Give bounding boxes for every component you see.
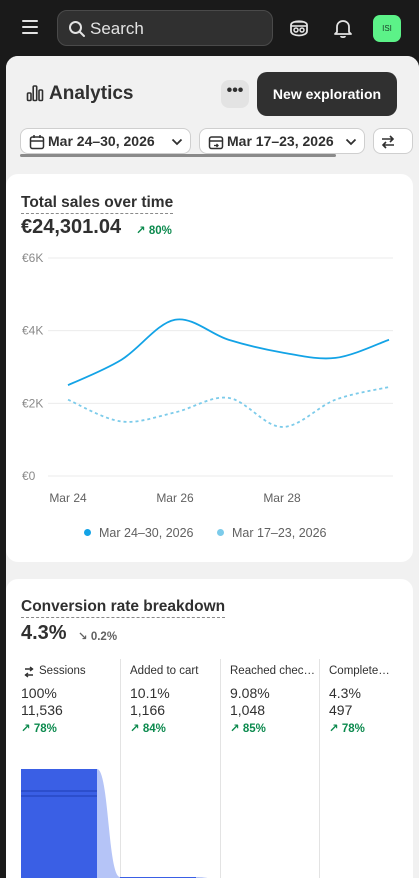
funnel-step-delta: ↗ 78% xyxy=(21,721,57,735)
arrow-down-icon: ↘ xyxy=(78,631,88,643)
funnel-step[interactable]: Complete… 4.3% 497 ↗ 78% xyxy=(319,659,419,878)
series-line xyxy=(67,386,390,428)
compare-range-picker[interactable]: Mar 17–23, 2026 xyxy=(199,128,365,154)
conversion-delta-value: 0.2% xyxy=(90,631,118,643)
y-tick-label: €6K xyxy=(22,251,43,265)
funnel-step-count: 11,536 xyxy=(21,702,63,718)
x-tick-label: Mar 24 xyxy=(49,491,87,505)
page-header: Analytics ••• New exploration Mar 24–30,… xyxy=(6,56,419,168)
menu-icon[interactable] xyxy=(20,17,42,37)
y-tick-label: €2K xyxy=(22,396,43,410)
chevron-down-icon xyxy=(171,138,183,146)
total-sales-card: Total sales over time €24,301.04 ↗ 80% €… xyxy=(6,174,413,562)
card-title[interactable]: Conversion rate breakdown xyxy=(21,598,226,618)
series-line xyxy=(67,318,390,386)
funnel-step[interactable]: Reached chec… 9.08% 1,048 ↗ 85% xyxy=(220,659,320,878)
funnel-step-percent: 10.1% xyxy=(130,685,170,701)
funnel-step-delta-value: 85% xyxy=(242,723,266,735)
funnel-step[interactable]: Sessions 100% 11,536 ↗ 78% xyxy=(21,659,121,878)
date-range-picker[interactable]: Mar 24–30, 2026 xyxy=(20,128,191,154)
calendar-icon xyxy=(29,135,45,150)
bell-icon[interactable] xyxy=(331,16,355,40)
sales-delta-value: 80% xyxy=(148,225,172,237)
horizontal-scrollbar[interactable] xyxy=(20,154,336,157)
legend-item-compare[interactable]: Mar 17–23, 2026 xyxy=(217,526,327,540)
funnel-step-delta-value: 78% xyxy=(341,723,365,735)
chevron-down-icon xyxy=(345,138,357,146)
funnel-bar[interactable] xyxy=(21,769,97,878)
search-placeholder: Search xyxy=(90,19,144,38)
funnel-bar-break xyxy=(21,790,97,797)
funnel-divider xyxy=(120,659,121,878)
top-bar: Search ISI xyxy=(0,0,419,56)
x-tick-label: Mar 26 xyxy=(156,491,194,505)
legend-label: Mar 17–23, 2026 xyxy=(232,526,327,540)
sidekick-icon[interactable] xyxy=(287,16,311,40)
funnel-divider xyxy=(319,659,320,878)
calendar-compare-icon xyxy=(208,136,224,150)
funnel-step-percent: 4.3% xyxy=(329,685,361,701)
funnel-step-count: 497 xyxy=(329,702,353,718)
analytics-icon xyxy=(26,85,44,102)
funnel-step-delta-value: 78% xyxy=(33,723,57,735)
legend-swatch xyxy=(84,529,91,536)
arrow-up-icon: ↗ xyxy=(136,225,146,237)
funnel-step-delta-value: 84% xyxy=(142,723,166,735)
funnel-step-count: 1,166 xyxy=(130,702,166,718)
funnel-dropoff xyxy=(97,769,120,878)
funnel-step-percent: 100% xyxy=(21,685,57,701)
search-icon xyxy=(69,21,85,37)
swap-comparison-button[interactable] xyxy=(373,128,413,154)
avatar[interactable]: ISI xyxy=(373,15,401,42)
funnel-step-delta: ↗ 78% xyxy=(329,721,365,735)
funnel-step-delta: ↗ 84% xyxy=(130,721,166,735)
page-title: Analytics xyxy=(49,83,134,104)
arrow-up-icon: ↗ xyxy=(21,723,31,735)
conversion-breakdown-card: Conversion rate breakdown 4.3% ↘ 0.2% Se… xyxy=(6,579,413,878)
legend-item-primary[interactable]: Mar 24–30, 2026 xyxy=(84,526,194,540)
funnel-bars xyxy=(21,769,208,878)
swap-arrows-icon xyxy=(381,135,395,149)
conversion-rate-value: 4.3% xyxy=(21,622,67,644)
date-range-label: Mar 24–30, 2026 xyxy=(48,133,155,149)
arrow-up-icon: ↗ xyxy=(329,723,339,735)
compare-range-label: Mar 17–23, 2026 xyxy=(227,133,334,149)
new-exploration-button[interactable]: New exploration xyxy=(257,72,397,116)
y-tick-label: €4K xyxy=(22,324,43,338)
x-tick-label: Mar 28 xyxy=(263,491,301,505)
legend-label: Mar 24–30, 2026 xyxy=(99,526,194,540)
funnel-step-delta: ↗ 85% xyxy=(230,721,266,735)
funnel-step-count: 1,048 xyxy=(230,702,266,718)
arrow-up-icon: ↗ xyxy=(130,723,140,735)
more-actions-button[interactable]: ••• xyxy=(221,80,249,108)
funnel-divider xyxy=(220,659,221,878)
legend-swatch xyxy=(217,529,224,536)
search-input[interactable]: Search xyxy=(57,10,273,46)
arrow-up-icon: ↗ xyxy=(230,723,240,735)
sales-line-chart: €6K €4K €2K €0 Mar 24 Mar 26 Mar 28 xyxy=(22,251,393,505)
sales-delta: ↗ 80% xyxy=(136,223,172,237)
main-panel: Analytics ••• New exploration Mar 24–30,… xyxy=(6,56,419,878)
funnel-step[interactable]: Added to cart 10.1% 1,166 ↗ 84% xyxy=(120,659,220,878)
funnel-step-percent: 9.08% xyxy=(230,685,270,701)
sales-total-value: €24,301.04 xyxy=(21,216,122,238)
conversion-delta: ↘ 0.2% xyxy=(78,629,117,643)
sessions-icon xyxy=(24,666,34,678)
card-title[interactable]: Total sales over time xyxy=(21,194,174,214)
y-tick-label: €0 xyxy=(22,469,36,483)
